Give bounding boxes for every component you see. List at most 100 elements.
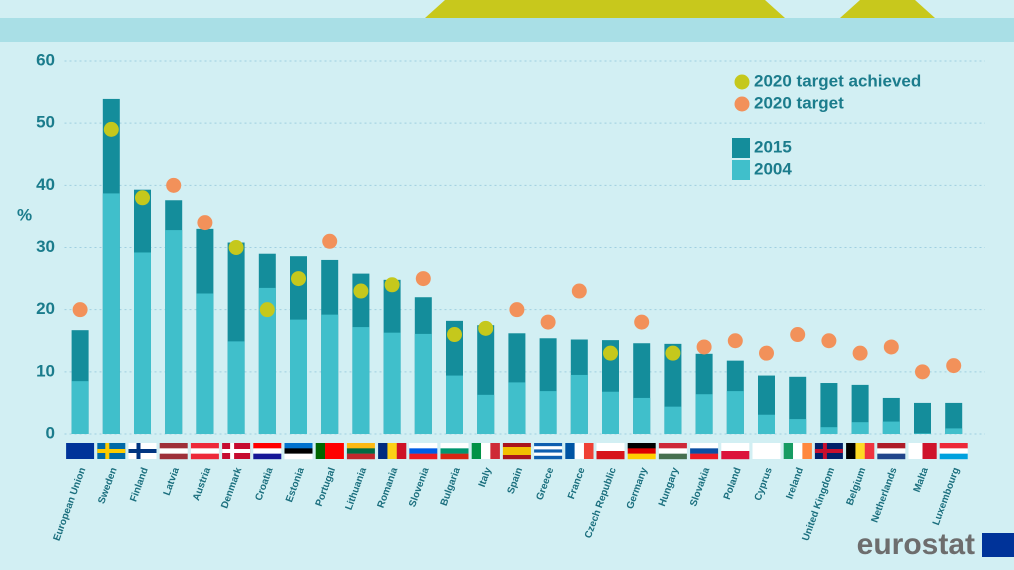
bar: [914, 433, 931, 434]
target-dot: [946, 358, 962, 374]
flag: [502, 455, 531, 460]
target-dot: [384, 277, 400, 293]
bar: [945, 402, 963, 434]
flag: [190, 443, 219, 449]
target-dot: [790, 327, 806, 343]
flag: [627, 448, 656, 454]
flag: [502, 443, 531, 448]
legend-marker: [734, 74, 750, 90]
flag: [534, 446, 563, 450]
flag: [378, 443, 388, 459]
header-band: [0, 18, 1014, 42]
header-decoration: [840, 0, 935, 18]
target-dot: [353, 283, 369, 299]
flag: [387, 443, 397, 459]
flag: [481, 443, 491, 459]
flag: [574, 443, 585, 459]
flag: [690, 453, 719, 460]
flag: [409, 453, 438, 460]
bar: [882, 421, 900, 434]
bar: [477, 394, 495, 434]
legend-marker: [732, 160, 750, 180]
y-axis-label: %: [17, 205, 32, 224]
bar: [414, 333, 432, 434]
y-tick-label: 0: [46, 423, 55, 442]
flag: [159, 443, 188, 449]
flag: [315, 443, 326, 459]
flag: [922, 443, 937, 459]
target-dot: [135, 190, 150, 206]
flag: [66, 443, 95, 459]
bar: [570, 374, 588, 434]
target-dot: [197, 215, 213, 231]
header-decoration: [425, 0, 785, 18]
flag: [346, 443, 375, 449]
flag: [596, 443, 625, 452]
flag: [908, 443, 923, 459]
target-dot: [571, 283, 587, 299]
bar: [290, 319, 307, 434]
flag: [440, 453, 469, 460]
flag: [877, 448, 906, 454]
bar: [851, 384, 869, 434]
flag: [284, 448, 313, 454]
y-tick-label: 10: [36, 361, 55, 380]
target-dot: [915, 364, 930, 380]
flag: [596, 451, 625, 460]
target-dot: [291, 271, 306, 287]
flag: [440, 443, 469, 449]
legend-label: 2020 target achieved: [754, 71, 921, 90]
flag: [284, 453, 313, 460]
flag: [690, 448, 719, 454]
logo: eurostat: [857, 528, 975, 561]
flag: [793, 443, 803, 459]
flag: [939, 448, 968, 454]
y-tick-label: 60: [36, 50, 55, 69]
flag: [490, 443, 500, 459]
flag: [534, 455, 563, 460]
flag: [939, 453, 968, 460]
flag: [877, 443, 906, 449]
bar: [321, 314, 339, 434]
flag: [325, 443, 335, 459]
flag: [502, 447, 531, 452]
flag: [658, 443, 687, 449]
bar: [820, 427, 838, 434]
bar: [851, 422, 869, 434]
flag: [253, 443, 282, 449]
bar: [914, 402, 931, 434]
bar: [695, 394, 713, 434]
target-dot: [103, 121, 119, 137]
flag: [159, 453, 188, 460]
logo-flag: [982, 533, 1014, 557]
bar: [539, 391, 557, 434]
flag: [159, 448, 188, 454]
flag: [658, 448, 687, 454]
target-dot: [852, 345, 868, 361]
bar: [945, 428, 963, 434]
y-tick-label: 50: [36, 113, 55, 132]
y-tick-label: 40: [36, 175, 55, 194]
flag: [128, 449, 157, 453]
bar: [726, 391, 744, 434]
flag: [334, 443, 344, 459]
flag: [190, 448, 219, 454]
target-dot: [634, 314, 650, 330]
flag: [583, 443, 594, 459]
flag: [783, 443, 794, 459]
bar: [508, 382, 526, 434]
target-dot: [759, 345, 774, 361]
legend-marker: [734, 96, 750, 112]
target-dot: [228, 240, 244, 255]
target-dot: [727, 333, 743, 349]
flag: [222, 449, 251, 453]
target-dot: [322, 233, 338, 249]
y-tick-label: 20: [36, 299, 55, 318]
target-dot: [509, 302, 525, 318]
flag: [471, 443, 482, 459]
flag: [190, 453, 219, 460]
flag: [939, 443, 968, 449]
bar: [383, 332, 401, 434]
bar: [258, 287, 276, 434]
